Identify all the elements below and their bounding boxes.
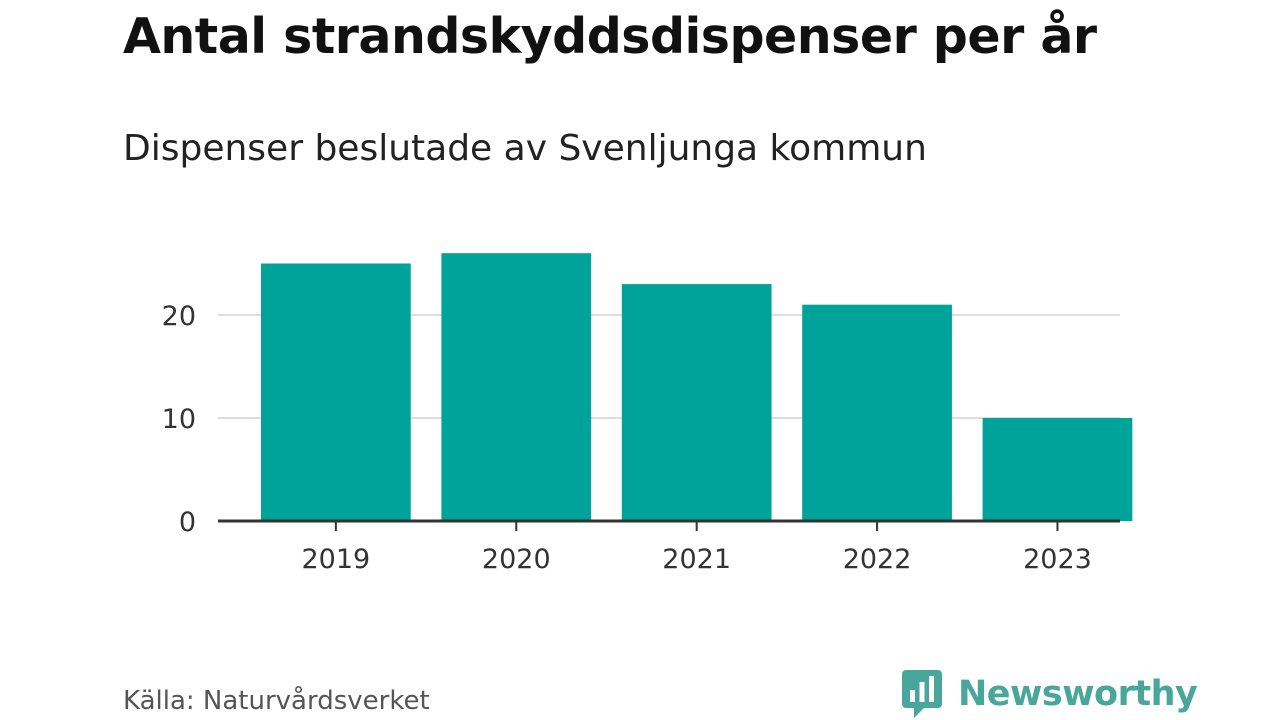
bar-2020 <box>441 253 591 521</box>
newsworthy-logo: Newsworthy <box>902 670 1197 718</box>
bar-chart: 0 10 20 2019 2020 2021 2022 2023 <box>0 0 1280 720</box>
bar-2023 <box>983 418 1133 521</box>
y-tick-label-20: 20 <box>162 301 196 332</box>
x-tick-label-2023: 2023 <box>1023 544 1092 575</box>
bar-2021 <box>622 284 772 521</box>
y-tick-label-0: 0 <box>179 507 196 538</box>
bars <box>261 253 1132 521</box>
x-tick-label-2019: 2019 <box>302 544 371 575</box>
bar-2019 <box>261 264 411 522</box>
bar-2022 <box>802 305 952 521</box>
newsworthy-wordmark: Newsworthy <box>958 672 1197 716</box>
source-note: Källa: Naturvårdsverket <box>123 686 430 716</box>
x-tick-label-2020: 2020 <box>482 544 551 575</box>
y-tick-label-10: 10 <box>162 404 196 435</box>
newsworthy-logo-icon <box>902 670 942 718</box>
x-tick-label-2021: 2021 <box>662 544 731 575</box>
x-tick-label-2022: 2022 <box>843 544 912 575</box>
